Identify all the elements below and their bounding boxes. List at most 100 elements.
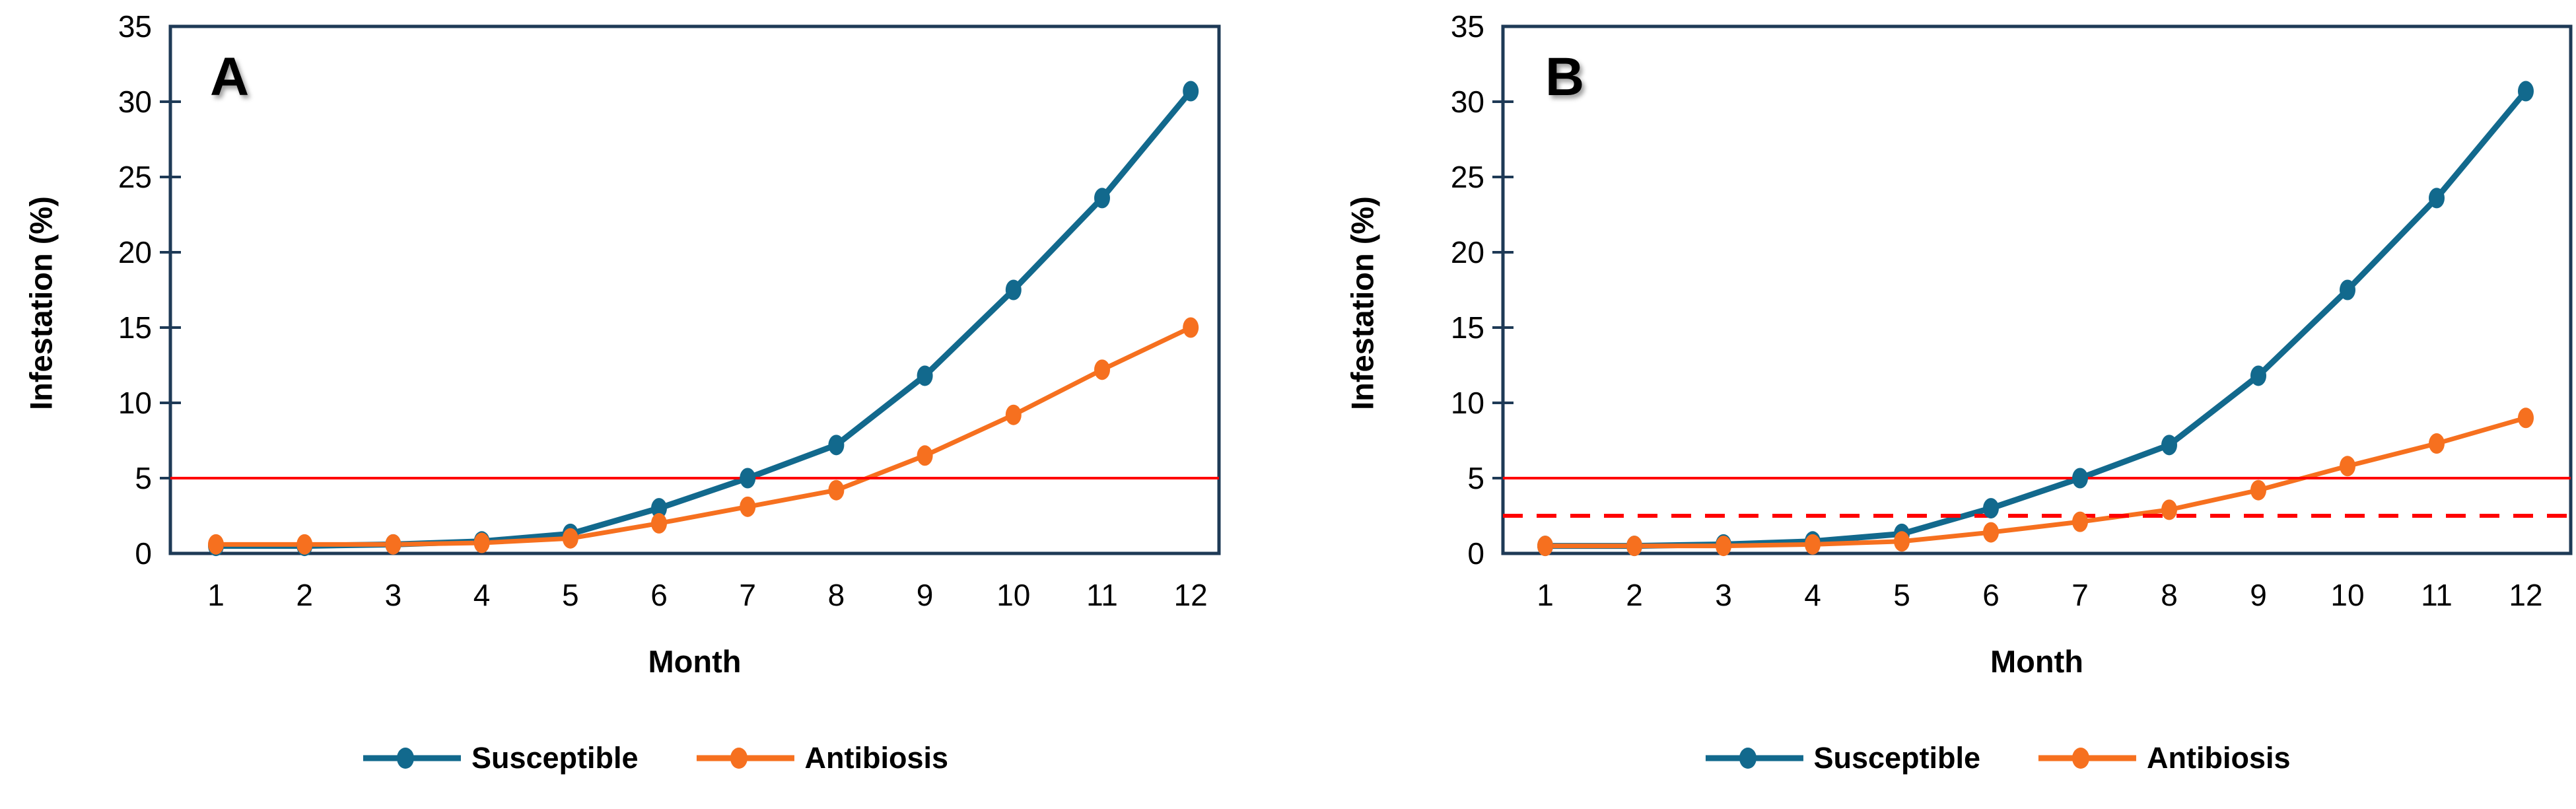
legend: Susceptible Antibiosis bbox=[1704, 741, 2291, 775]
data-point-antibiosis-month-9 bbox=[917, 445, 933, 466]
x-tick-label: 12 bbox=[1173, 578, 1208, 612]
legend-label-antibiosis: Antibiosis bbox=[804, 741, 949, 775]
data-point-antibiosis-month-9 bbox=[2250, 479, 2266, 501]
data-point-antibiosis-month-6 bbox=[651, 512, 667, 534]
plot-area bbox=[1492, 24, 2573, 557]
legend-label-susceptible: Susceptible bbox=[1813, 741, 1981, 775]
x-tick-label: 4 bbox=[1804, 578, 1821, 612]
x-tick-label: 7 bbox=[2071, 578, 2089, 612]
legend-label-susceptible: Susceptible bbox=[471, 741, 639, 775]
x-tick-label: 5 bbox=[562, 578, 579, 612]
x-tick-label: 9 bbox=[916, 578, 934, 612]
y-tick-label: 10 bbox=[118, 386, 152, 420]
panel-letter-a: A bbox=[210, 47, 250, 107]
y-tick-label: 25 bbox=[1450, 160, 1484, 194]
y-tick-label: 20 bbox=[118, 235, 152, 269]
legend-item-antibiosis: Antibiosis bbox=[2037, 741, 2291, 775]
data-point-susceptible-month-10 bbox=[1005, 279, 1022, 300]
x-tick-label: 8 bbox=[2161, 578, 2178, 612]
data-point-susceptible-month-7 bbox=[740, 468, 756, 489]
x-tick-label: 12 bbox=[2509, 578, 2543, 612]
data-point-antibiosis-month-11 bbox=[1094, 359, 1110, 380]
data-point-susceptible-month-11 bbox=[1094, 188, 1110, 209]
x-tick-label: 3 bbox=[1715, 578, 1732, 612]
data-point-antibiosis-month-5 bbox=[562, 528, 578, 549]
susceptible-line-marker-icon bbox=[1705, 748, 1803, 769]
y-tick-label: 25 bbox=[118, 160, 152, 194]
y-tick-label: 35 bbox=[1450, 9, 1484, 44]
data-point-antibiosis-month-8 bbox=[828, 479, 845, 501]
x-tick-label: 10 bbox=[996, 578, 1031, 612]
x-tick-label: 11 bbox=[1086, 578, 1118, 612]
data-point-susceptible-month-6 bbox=[1983, 498, 1999, 519]
data-point-antibiosis-month-4 bbox=[473, 532, 490, 553]
antibiosis-line-marker-icon bbox=[696, 748, 794, 769]
series-line-antibiosis bbox=[1543, 415, 2528, 549]
data-point-antibiosis-month-3 bbox=[1716, 536, 1731, 557]
data-point-antibiosis-month-4 bbox=[1805, 534, 1821, 555]
x-tick-label: 1 bbox=[1537, 578, 1554, 612]
data-point-antibiosis-month-3 bbox=[385, 534, 401, 555]
data-point-susceptible-month-12 bbox=[2518, 81, 2534, 102]
chart-panel-a: A Infestation (%) Month Susceptible Anti… bbox=[24, 9, 1221, 775]
x-tick-label: 4 bbox=[473, 578, 491, 612]
y-tick-label: 15 bbox=[118, 310, 152, 345]
y-tick-label: 20 bbox=[1450, 235, 1484, 269]
data-point-antibiosis-month-2 bbox=[1626, 536, 1642, 557]
chart-panel-b: B Infestation (%) Month Susceptible Anti… bbox=[1288, 0, 2576, 809]
y-tick-label: 0 bbox=[1467, 536, 1484, 571]
data-point-antibiosis-month-7 bbox=[740, 496, 756, 517]
data-point-susceptible-month-9 bbox=[2250, 365, 2266, 386]
antibiosis-line-marker-icon bbox=[2038, 748, 2137, 769]
x-tick-label: 11 bbox=[2421, 578, 2453, 612]
data-point-antibiosis-month-1 bbox=[1537, 536, 1553, 557]
susceptible-line-marker-icon bbox=[363, 748, 461, 769]
plot-border bbox=[168, 24, 1221, 555]
x-tick-label: 10 bbox=[2330, 578, 2365, 612]
x-tick-label: 5 bbox=[1893, 578, 1910, 612]
data-point-antibiosis-month-10 bbox=[2340, 456, 2355, 477]
y-tick-label: 0 bbox=[135, 536, 152, 571]
y-tick-label: 5 bbox=[135, 461, 152, 495]
data-point-susceptible-month-8 bbox=[2161, 435, 2177, 456]
data-point-antibiosis-month-6 bbox=[1983, 522, 1999, 543]
data-point-antibiosis-month-2 bbox=[296, 534, 313, 555]
data-point-antibiosis-month-12 bbox=[2518, 407, 2534, 429]
data-point-antibiosis-month-7 bbox=[2072, 511, 2088, 532]
y-tick-label: 15 bbox=[1450, 310, 1484, 345]
series-line-antibiosis bbox=[213, 325, 1193, 547]
data-point-susceptible-month-6 bbox=[651, 498, 667, 519]
x-tick-label: 1 bbox=[207, 578, 225, 612]
x-tick-label: 2 bbox=[296, 578, 313, 612]
legend: Susceptible Antibiosis bbox=[362, 741, 948, 775]
plot-area bbox=[160, 24, 1221, 557]
panel-letter-b: B bbox=[1545, 47, 1585, 107]
data-point-antibiosis-month-1 bbox=[208, 534, 224, 555]
data-point-susceptible-month-12 bbox=[1183, 81, 1199, 102]
y-tick-label: 30 bbox=[118, 85, 152, 119]
plot-border bbox=[1501, 24, 2573, 555]
x-tick-label: 3 bbox=[384, 578, 402, 612]
data-point-antibiosis-month-8 bbox=[2161, 499, 2177, 520]
x-tick-label: 9 bbox=[2250, 578, 2267, 612]
legend-item-antibiosis: Antibiosis bbox=[695, 741, 949, 775]
y-tick-label: 35 bbox=[118, 9, 152, 44]
y-tick-label: 5 bbox=[1467, 461, 1484, 495]
data-point-susceptible-month-8 bbox=[828, 435, 845, 456]
data-point-susceptible-month-9 bbox=[917, 365, 933, 386]
legend-item-susceptible: Susceptible bbox=[362, 741, 639, 775]
data-point-susceptible-month-11 bbox=[2429, 188, 2445, 209]
x-tick-label: 6 bbox=[650, 578, 668, 612]
x-axis-title: Month bbox=[648, 644, 742, 679]
x-tick-label: 8 bbox=[827, 578, 845, 612]
y-tick-label: 30 bbox=[1450, 85, 1484, 119]
legend-item-susceptible: Susceptible bbox=[1704, 741, 1980, 775]
x-tick-label: 2 bbox=[1626, 578, 1643, 612]
x-axis-title: Month bbox=[1990, 644, 2083, 679]
x-tick-label: 7 bbox=[739, 578, 756, 612]
data-point-antibiosis-month-11 bbox=[2429, 433, 2445, 454]
x-tick-label: 6 bbox=[1982, 578, 2000, 612]
data-point-antibiosis-month-12 bbox=[1183, 317, 1199, 338]
y-tick-label: 10 bbox=[1450, 386, 1484, 420]
